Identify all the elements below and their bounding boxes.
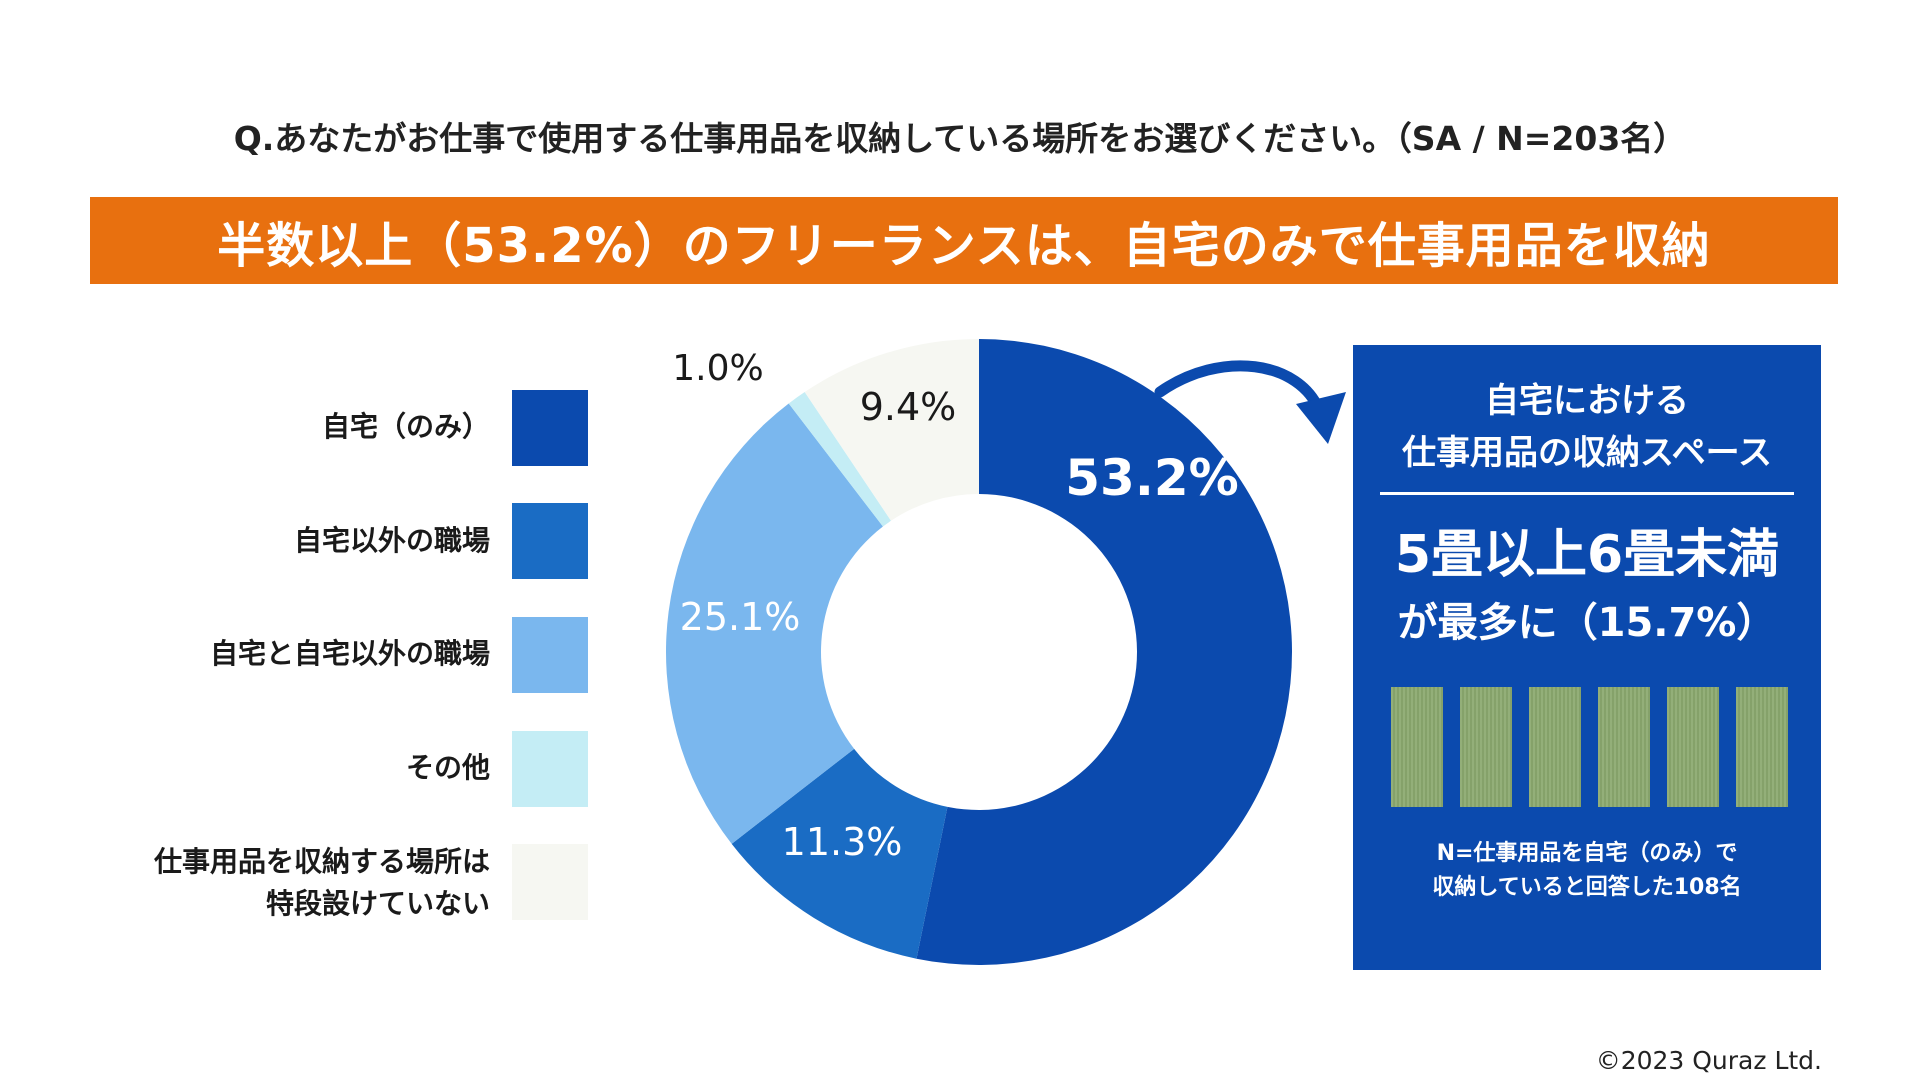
donut-labels: 53.2% 11.3% 25.1% 1.0% 9.4% (672, 348, 1238, 864)
legend-label-line2: 特段設けていない (265, 887, 490, 920)
legend-label: 自宅と自宅以外の職場 (209, 637, 490, 670)
legend-swatch (512, 731, 588, 807)
tatami-mat (1598, 687, 1650, 807)
survey-question: Q.あなたがお仕事で使用する仕事用品を収納している場所をお選びください。（SA … (233, 119, 1687, 158)
info-divider (1380, 492, 1794, 495)
legend-label: 自宅以外の職場 (293, 524, 490, 557)
headline-banner: 半数以上（53.2%）のフリーランスは、自宅のみで仕事用品を収納 (90, 197, 1838, 284)
info-note-line1: N=仕事用品を自宅（のみ）で (1436, 841, 1738, 866)
data-label-work-outside: 11.3% (782, 820, 903, 864)
legend-swatch (512, 844, 588, 920)
legend-swatch (512, 390, 588, 466)
slice-home-only (916, 339, 1292, 965)
arrow-head-icon (1296, 392, 1346, 444)
data-label-none: 9.4% (860, 385, 957, 429)
data-label-home-only: 53.2% (1065, 449, 1238, 507)
headline-text: 半数以上（53.2%）のフリーランスは、自宅のみで仕事用品を収納 (217, 217, 1711, 274)
tatami-mat (1667, 687, 1719, 807)
slice-both (666, 403, 883, 844)
donut-slices (666, 339, 1292, 965)
legend-label: 自宅（のみ） (321, 410, 490, 443)
info-note-line2: 収納していると回答した108名 (1432, 875, 1742, 900)
info-highlight: 5畳以上6畳未満 (1394, 525, 1780, 585)
legend-label: その他 (405, 751, 490, 784)
slice-other (788, 392, 892, 527)
data-label-other: 1.0% (672, 348, 763, 389)
copyright: ©2023 Quraz Ltd. (1595, 1046, 1822, 1075)
tatami-mat (1460, 687, 1512, 807)
legend-label-line1: 仕事用品を収納する場所は (153, 845, 490, 878)
info-title: 自宅における 仕事用品の収納スペース (1353, 375, 1821, 479)
info-highlight-sub: が最多に（15.7%） (1397, 600, 1777, 646)
info-title-line2: 仕事用品の収納スペース (1402, 433, 1772, 473)
data-label-both: 25.1% (680, 595, 801, 639)
legend-swatch (512, 617, 588, 693)
info-title-line1: 自宅における (1485, 381, 1689, 421)
arrow-icon (1154, 360, 1326, 418)
tatami-mat (1736, 687, 1788, 807)
tatami-mat (1391, 687, 1443, 807)
legend-swatch (512, 503, 588, 579)
tatami-illustration (1391, 687, 1789, 809)
info-box: 自宅における 仕事用品の収納スペース 5畳以上6畳未満 が最多に（15.7%） … (1353, 345, 1821, 970)
slice-work-outside (731, 748, 948, 959)
tatami-mat (1529, 687, 1581, 807)
slice-none (804, 339, 979, 521)
info-note: N=仕事用品を自宅（のみ）で 収納していると回答した108名 (1353, 837, 1821, 905)
